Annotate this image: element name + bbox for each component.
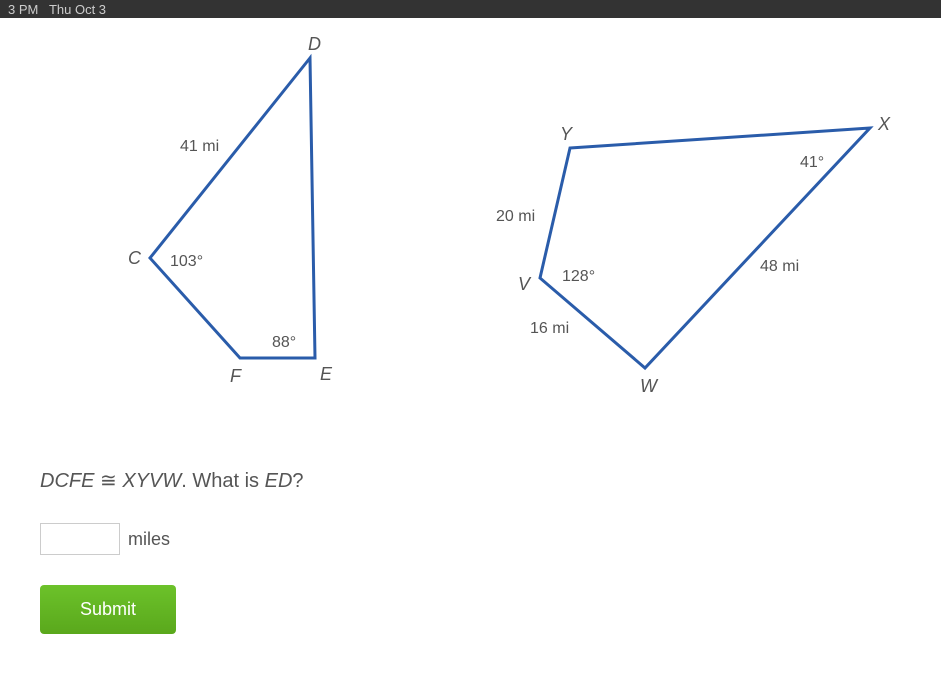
vertex-v: V	[518, 274, 530, 295]
side-xw-label: 48 mi	[760, 258, 799, 276]
quadrilateral-xyvw: Y X V W 20 mi 16 mi 48 mi 128° 41°	[500, 118, 920, 413]
vertex-y: Y	[560, 124, 572, 145]
content-area: D C F E 41 mi 103° 88° Y X V W 20 mi 16 …	[0, 18, 941, 698]
answer-input[interactable]	[40, 523, 120, 555]
question-mark: ?	[292, 470, 303, 492]
congruence-symbol: ≅	[100, 470, 117, 492]
diagram-area: D C F E 41 mi 103° 88° Y X V W 20 mi 16 …	[40, 38, 901, 438]
vertex-d: D	[308, 34, 321, 55]
angle-x-label: 41°	[800, 154, 824, 172]
time-text: 3 PM	[8, 2, 38, 17]
angle-v-label: 128°	[562, 268, 595, 286]
vertex-e: E	[320, 364, 332, 385]
vertex-c: C	[128, 248, 141, 269]
status-bar: 3 PM Thu Oct 3	[0, 0, 941, 18]
angle-e-label: 88°	[272, 334, 296, 352]
side-cd-label: 41 mi	[180, 138, 219, 156]
congruence-left: DCFE	[40, 470, 94, 492]
question-text: DCFE ≅ XYVW. What is ED?	[40, 468, 901, 493]
angle-c-label: 103°	[170, 253, 203, 271]
answer-row: miles	[40, 523, 901, 555]
prompt-text: . What is	[181, 470, 264, 492]
vertex-f: F	[230, 366, 241, 387]
target-side: ED	[265, 470, 293, 492]
quadrilateral-dcfe: D C F E 41 mi 103° 88°	[100, 38, 360, 403]
submit-button[interactable]: Submit	[40, 585, 176, 634]
date-text: Thu Oct 3	[49, 2, 106, 17]
vertex-x: X	[878, 114, 890, 135]
shape-xyvw-svg	[500, 118, 920, 408]
answer-unit: miles	[128, 529, 170, 550]
vertex-w: W	[640, 376, 657, 397]
shape-dcfe-svg	[100, 38, 360, 398]
side-yv-label: 20 mi	[496, 208, 535, 226]
side-vw-label: 16 mi	[530, 320, 569, 338]
congruence-right: XYVW	[122, 470, 181, 492]
